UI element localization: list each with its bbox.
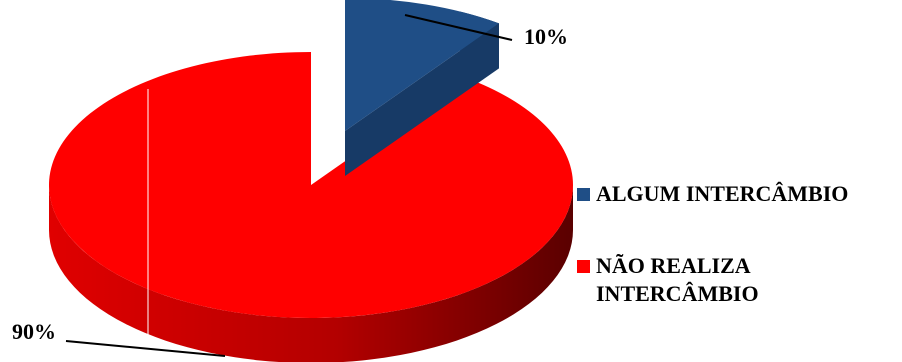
slice-top-algum — [345, 0, 499, 131]
chart-legend: ALGUM INTERCÂMBIO NÃO REALIZA INTERCÂMBI… — [577, 180, 897, 352]
legend-swatch-algum — [577, 188, 590, 201]
legend-label-nao-realiza: NÃO REALIZA INTERCÂMBIO — [596, 253, 759, 306]
slice-top-nao-realiza — [49, 52, 574, 318]
slice-group-algum — [345, 0, 499, 177]
legend-item-nao-realiza: NÃO REALIZA INTERCÂMBIO — [577, 252, 897, 308]
data-label-algum: 10% — [524, 24, 568, 49]
slice-group-nao-realiza — [49, 52, 574, 362]
leader-line-nao-realiza — [65, 340, 226, 357]
slice-side-nao-realiza — [49, 185, 573, 362]
leader-line-algum — [404, 14, 513, 41]
legend-label-algum: ALGUM INTERCÂMBIO — [596, 181, 849, 206]
slice-inner-algum — [345, 23, 499, 177]
legend-swatch-nao-realiza — [577, 260, 590, 273]
data-label-nao-realiza: 90% — [12, 319, 56, 344]
legend-item-algum: ALGUM INTERCÂMBIO — [577, 180, 897, 208]
